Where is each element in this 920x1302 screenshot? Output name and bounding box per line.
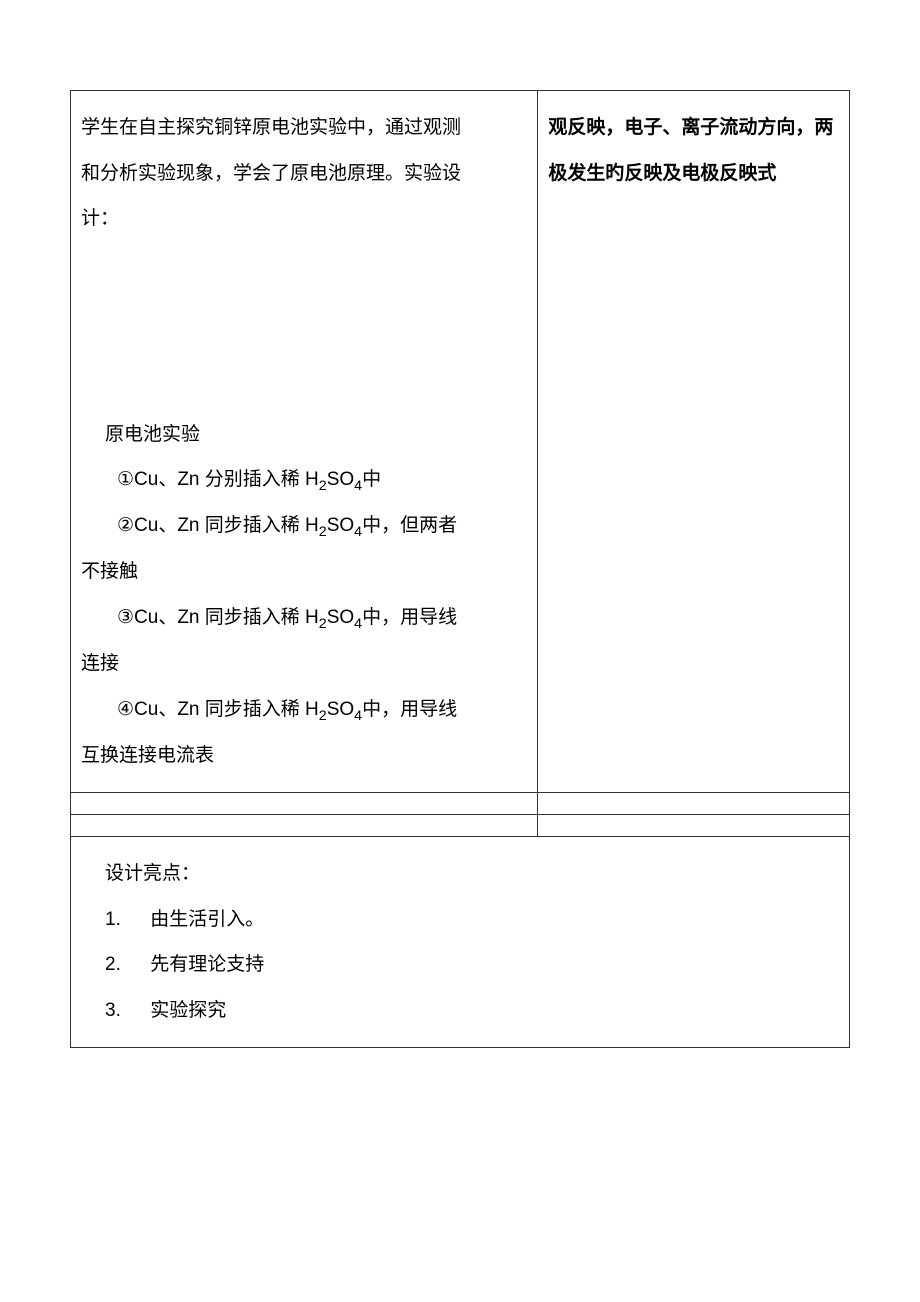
intro-line2: 和分析实验现象，学会了原电池原理。实验设	[81, 163, 461, 184]
intro-paragraph: 学生在自主探究铜锌原电池实验中，通过观测 和分析实验现象，学会了原电池原理。实验…	[81, 105, 527, 242]
highlight-item-2: 2. 先有理论支持	[81, 942, 839, 988]
content-row: 学生在自主探究铜锌原电池实验中，通过观测 和分析实验现象，学会了原电池原理。实验…	[71, 91, 850, 793]
item-num-1: 1.	[105, 897, 145, 943]
main-table: 学生在自主探究铜锌原电池实验中，通过观测 和分析实验现象，学会了原电池原理。实验…	[70, 90, 850, 1048]
item-text-3: 实验探究	[150, 1000, 226, 1021]
empty-cell-right-1	[538, 793, 850, 815]
spacer	[81, 242, 527, 412]
item-text-2: 先有理论支持	[150, 954, 264, 975]
highlight-item-1: 1. 由生活引入。	[81, 897, 839, 943]
design-highlights-title: 设计亮点：	[81, 851, 839, 897]
experiment-item-4: ④Cu、Zn 同步插入稀 H2SO4中，用导线	[81, 687, 527, 733]
empty-cell-right-2	[538, 815, 850, 837]
experiment-item-2: ②Cu、Zn 同步插入稀 H2SO4中，但两者	[81, 503, 527, 549]
section-title: 原电池实验	[81, 412, 527, 458]
item-text-1: 由生活引入。	[150, 909, 264, 930]
experiment-item-1: ①Cu、Zn 分别插入稀 H2SO4中	[81, 457, 527, 503]
right-cell: 观反映，电子、离子流动方向，两 极发生旳反映及电极反映式	[538, 91, 850, 793]
item-num-3: 3.	[105, 988, 145, 1034]
experiment-item-2-cont: 不接触	[81, 549, 527, 595]
empty-cell-left-2	[71, 815, 538, 837]
item-num-2: 2.	[105, 942, 145, 988]
empty-row-1	[71, 793, 850, 815]
intro-line1: 学生在自主探究铜锌原电池实验中，通过观测	[81, 117, 461, 138]
right-line2: 极发生旳反映及电极反映式	[548, 151, 839, 197]
experiment-item-4-cont: 互换连接电流表	[81, 733, 527, 779]
experiment-item-3: ③Cu、Zn 同步插入稀 H2SO4中，用导线	[81, 595, 527, 641]
highlight-item-3: 3. 实验探究	[81, 988, 839, 1034]
empty-row-2	[71, 815, 850, 837]
bottom-row: 设计亮点： 1. 由生活引入。 2. 先有理论支持 3. 实验探究	[71, 837, 850, 1048]
right-line1: 观反映，电子、离子流动方向，两	[548, 105, 839, 151]
empty-cell-left-1	[71, 793, 538, 815]
experiment-item-3-cont: 连接	[81, 641, 527, 687]
intro-line3: 计：	[81, 208, 119, 229]
bottom-cell: 设计亮点： 1. 由生活引入。 2. 先有理论支持 3. 实验探究	[71, 837, 850, 1048]
left-cell: 学生在自主探究铜锌原电池实验中，通过观测 和分析实验现象，学会了原电池原理。实验…	[71, 91, 538, 793]
